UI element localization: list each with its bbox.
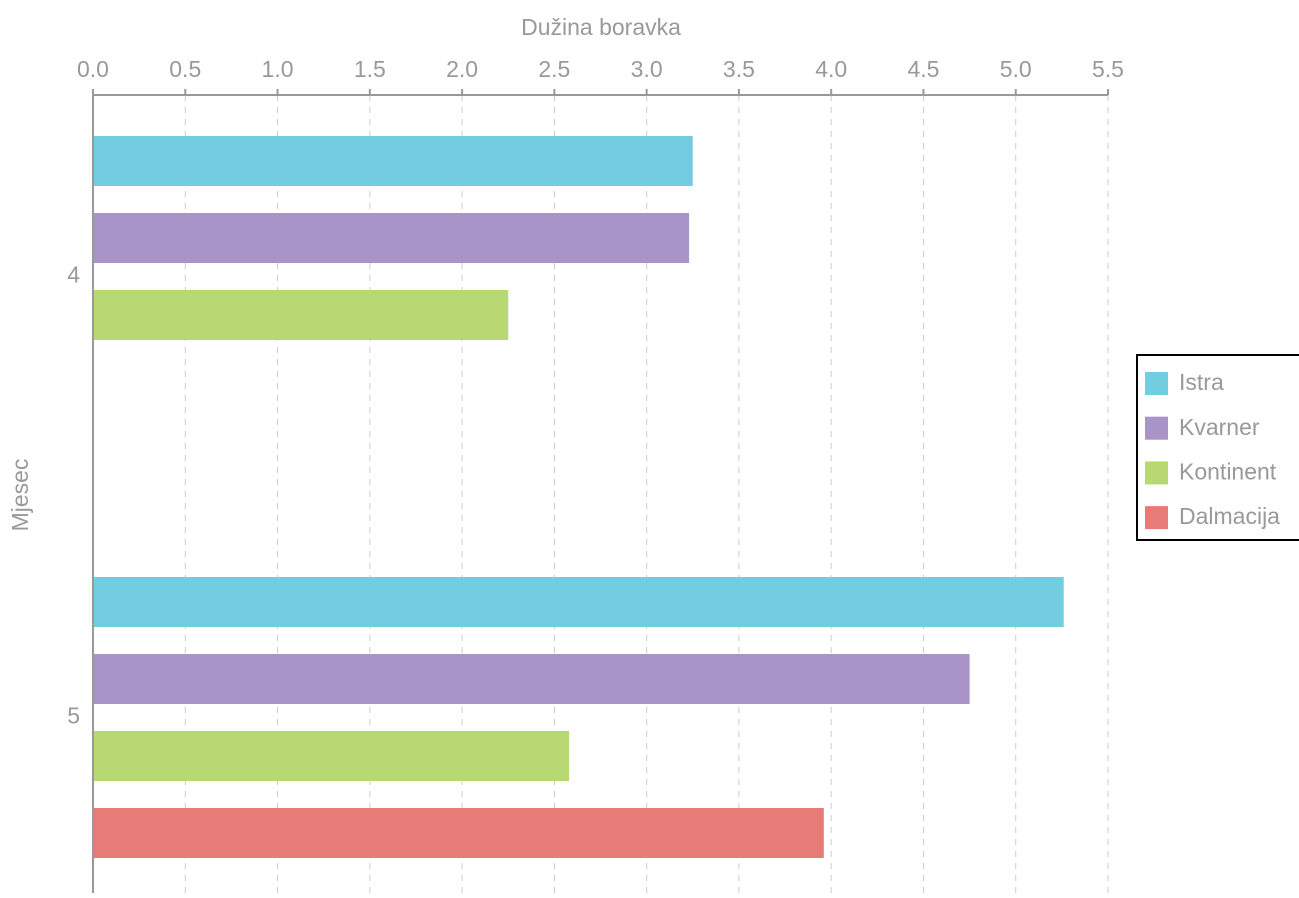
x-tick-label: 3.0 — [631, 56, 663, 82]
bar — [93, 213, 690, 263]
bar — [93, 808, 824, 858]
y-tick-label: 4 — [67, 262, 80, 288]
x-tick-label: 4.5 — [907, 56, 939, 82]
bar — [93, 577, 1064, 627]
x-tick-label: 4.0 — [815, 56, 847, 82]
x-tick-label: 2.0 — [446, 56, 478, 82]
x-tick-label: 3.5 — [723, 56, 755, 82]
x-tick-label: 5.0 — [1000, 56, 1032, 82]
y-tick-label: 5 — [67, 703, 80, 729]
x-tick-label: 1.5 — [354, 56, 386, 82]
x-axis-title: Dužina boravka — [521, 14, 681, 40]
x-tick-label: 1.0 — [262, 56, 294, 82]
legend-label: Kontinent — [1179, 458, 1277, 484]
legend-swatch — [1145, 372, 1168, 395]
x-tick-label: 0.5 — [169, 56, 201, 82]
bar — [93, 290, 509, 340]
bar — [93, 654, 970, 704]
x-tick-label: 0.0 — [77, 56, 109, 82]
legend-swatch — [1145, 506, 1168, 530]
x-tick-label: 5.5 — [1092, 56, 1124, 82]
x-tick-label: 2.5 — [538, 56, 570, 82]
bar — [93, 136, 693, 186]
legend-label: Dalmacija — [1179, 503, 1280, 529]
legend-label: Kvarner — [1179, 414, 1260, 440]
bar — [93, 731, 570, 781]
legend-swatch — [1145, 461, 1168, 485]
legend-swatch — [1145, 416, 1168, 440]
y-axis-title: Mjesec — [7, 459, 33, 532]
legend-label: Istra — [1179, 369, 1224, 395]
